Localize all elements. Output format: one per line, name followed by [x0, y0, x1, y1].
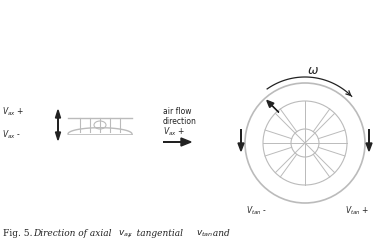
- FancyArrow shape: [238, 129, 244, 151]
- FancyArrow shape: [267, 100, 279, 112]
- Text: $\mathit{V_{tan}}$ +: $\mathit{V_{tan}}$ +: [345, 205, 369, 217]
- Text: Direction of axial: Direction of axial: [33, 229, 114, 239]
- Text: $v_{ax}$: $v_{ax}$: [118, 229, 133, 239]
- FancyArrow shape: [163, 138, 191, 146]
- Text: air flow: air flow: [163, 107, 191, 117]
- Text: $\mathit{V_{ax}}$ -: $\mathit{V_{ax}}$ -: [2, 129, 21, 141]
- FancyArrow shape: [366, 129, 372, 151]
- Text: $\omega$: $\omega$: [307, 64, 319, 77]
- Text: $\mathit{V_{ax}}$ +: $\mathit{V_{ax}}$ +: [163, 126, 185, 138]
- Text: ,  tangential: , tangential: [128, 229, 186, 239]
- Text: and: and: [210, 229, 230, 239]
- Text: $v_{tan}$: $v_{tan}$: [196, 229, 213, 239]
- Text: $\mathit{V_{ax}}$ +: $\mathit{V_{ax}}$ +: [2, 106, 24, 118]
- Text: direction: direction: [163, 118, 197, 126]
- Text: $\mathit{V_{tan}}$ -: $\mathit{V_{tan}}$ -: [246, 205, 267, 217]
- FancyArrow shape: [55, 110, 60, 132]
- FancyArrow shape: [55, 122, 60, 140]
- Text: Fig. 5.: Fig. 5.: [3, 229, 36, 239]
